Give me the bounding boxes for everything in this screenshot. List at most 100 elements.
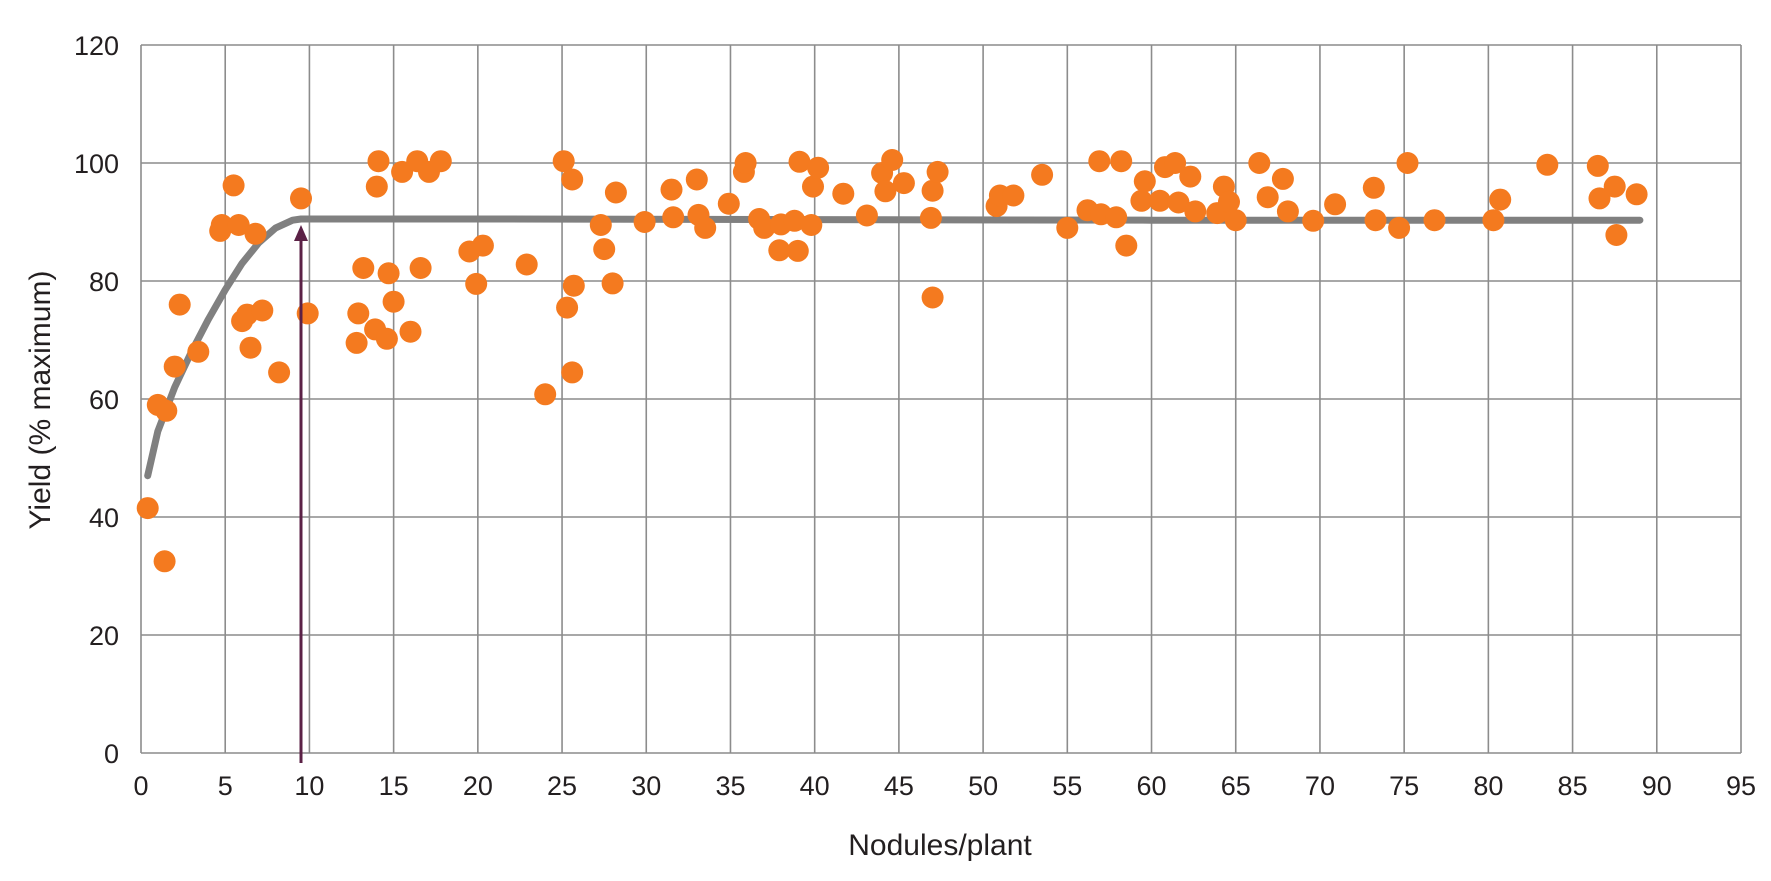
data-point [786, 239, 809, 262]
data-point [1002, 184, 1025, 207]
data-point [556, 296, 579, 319]
data-point [163, 355, 186, 378]
x-tick-label: 15 [379, 771, 409, 801]
data-point [534, 383, 557, 406]
x-tick-label: 80 [1473, 771, 1503, 801]
annotation-arrow-head [294, 225, 308, 242]
data-point [409, 257, 432, 279]
data-point [562, 274, 585, 297]
data-point [717, 192, 740, 215]
data-point [1167, 191, 1190, 214]
data-point [268, 361, 291, 384]
data-point [1184, 200, 1207, 223]
x-tick-label: 60 [1137, 771, 1167, 801]
y-tick-label: 120 [74, 31, 119, 61]
x-axis-title: Nodules/plant [848, 829, 1032, 862]
tick-labels: 0 5 10 15 20 25 30 35 40 45 50 55 60 65 70 75 80 85 90 95 0 2… [74, 31, 1756, 801]
data-point [429, 150, 452, 173]
data-point [1115, 234, 1138, 257]
data-point [210, 214, 233, 236]
data-point [1088, 150, 1111, 173]
y-tick-label: 0 [104, 739, 119, 769]
x-tick-label: 35 [715, 771, 745, 801]
data-point [561, 361, 584, 384]
data-point [239, 336, 262, 359]
data-point [593, 238, 616, 261]
data-point [1324, 193, 1347, 216]
data-point [1271, 167, 1294, 190]
y-tick-label: 100 [74, 149, 119, 179]
data-point [222, 174, 245, 197]
data-point [800, 214, 823, 236]
data-point [1276, 200, 1299, 223]
data-point [660, 178, 683, 201]
data-point [352, 257, 375, 279]
data-point [1105, 206, 1128, 229]
data-point [1133, 170, 1156, 193]
x-tick-label: 0 [133, 771, 148, 801]
y-tick-label: 80 [89, 267, 119, 297]
data-point [471, 234, 494, 257]
x-tick-label: 5 [218, 771, 233, 801]
data-point [552, 150, 575, 173]
x-tick-label: 10 [294, 771, 324, 801]
data-point [465, 272, 488, 295]
data-point [561, 168, 584, 191]
data-point [345, 331, 368, 354]
data-point [227, 214, 250, 236]
data-point [1625, 183, 1648, 206]
data-point [1031, 163, 1054, 186]
data-point [377, 262, 400, 285]
data-point [155, 399, 178, 422]
data-point [1588, 187, 1611, 210]
data-point [788, 150, 811, 173]
data-point [1364, 209, 1387, 232]
data-point [734, 152, 757, 174]
data-point [399, 320, 422, 343]
data-point [1396, 152, 1419, 174]
x-tick-label: 25 [547, 771, 577, 801]
data-point [783, 209, 806, 232]
x-tick-label: 70 [1305, 771, 1335, 801]
x-tick-label: 50 [968, 771, 998, 801]
x-tick-label: 40 [800, 771, 830, 801]
data-point [1536, 153, 1559, 176]
x-tick-label: 45 [884, 771, 914, 801]
data-point [921, 286, 944, 309]
data-point [604, 181, 627, 204]
x-tick-label: 20 [463, 771, 493, 801]
x-tick-label: 75 [1389, 771, 1419, 801]
y-tick-label: 40 [89, 503, 119, 533]
data-point [874, 180, 897, 203]
data-point [919, 206, 942, 229]
data-point [832, 182, 855, 205]
data-point [1218, 190, 1240, 213]
data-point [633, 211, 656, 233]
data-point [1362, 176, 1385, 199]
data-point [367, 150, 390, 173]
data-point [187, 340, 210, 363]
data-point [290, 187, 312, 210]
y-tick-label: 20 [89, 621, 119, 651]
data-point [251, 299, 274, 322]
data-point [921, 179, 944, 202]
data-point [1148, 189, 1171, 212]
data-point [382, 290, 405, 313]
data-point [1130, 189, 1153, 212]
data-point [1388, 216, 1411, 239]
data-point [1482, 209, 1505, 232]
data-point [601, 272, 624, 295]
data-point [1164, 152, 1187, 174]
data-point [168, 293, 191, 316]
data-point [685, 168, 708, 191]
x-tick-label: 85 [1558, 771, 1588, 801]
x-tick-label: 90 [1642, 771, 1672, 801]
x-tick-label: 65 [1221, 771, 1251, 801]
data-point [589, 214, 612, 236]
data-point [244, 222, 267, 245]
data-point [694, 216, 717, 239]
trend-line-group [144, 215, 1644, 480]
data-point [1423, 209, 1446, 232]
data-point [807, 156, 830, 179]
